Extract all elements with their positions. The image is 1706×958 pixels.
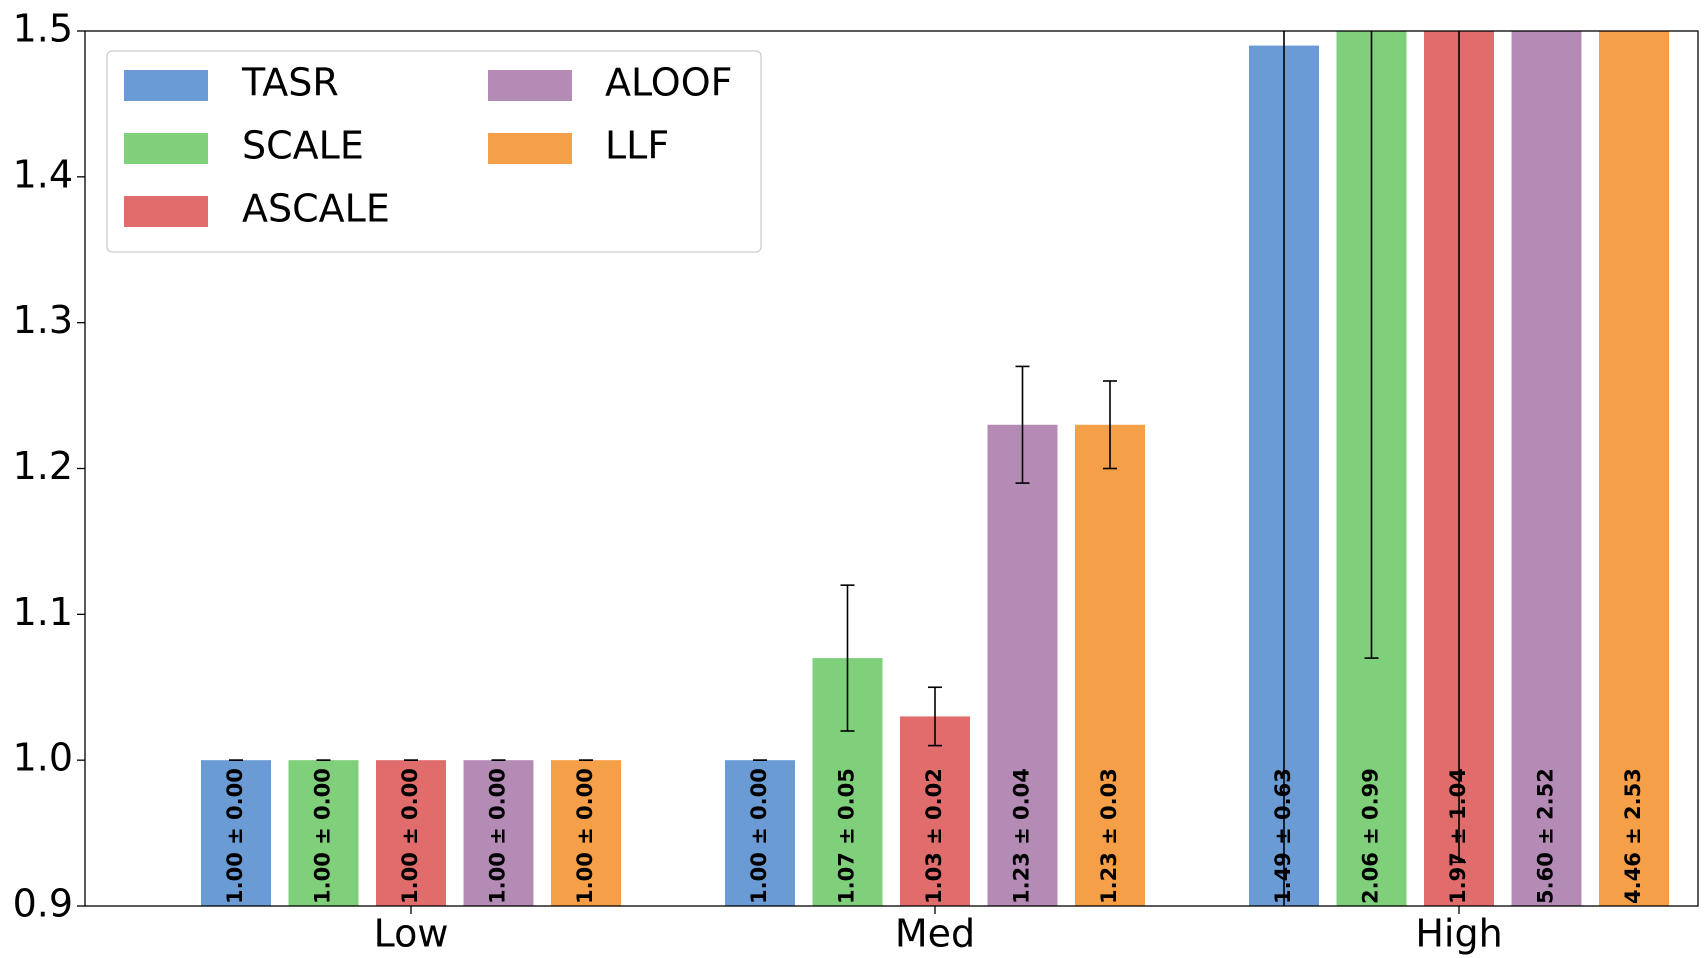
legend-swatch	[124, 196, 208, 227]
value-label: 1.00 ± 0.00	[223, 768, 247, 904]
bar	[551, 760, 621, 906]
value-label: 4.46 ± 2.53	[1621, 768, 1645, 904]
value-label: 1.00 ± 0.00	[311, 768, 335, 904]
x-tick-label: High	[1415, 912, 1502, 956]
legend: TASR SCALE ASCALE ALOOF LLF	[106, 50, 762, 253]
legend-label: SCALE	[242, 124, 364, 168]
value-label: 2.06 ± 0.99	[1359, 768, 1383, 904]
y-tick-label: 1.2	[13, 444, 73, 488]
bar	[201, 760, 271, 906]
legend-label: LLF	[605, 124, 669, 168]
value-label: 1.03 ± 0.02	[922, 768, 946, 904]
legend-label: ALOOF	[605, 61, 733, 105]
bar	[376, 760, 446, 906]
error-bar	[1283, 31, 1285, 906]
plot-area	[201, 31, 1669, 906]
bar	[1599, 31, 1669, 906]
y-tick-label: 1.0	[13, 736, 73, 780]
error-bar	[1364, 31, 1379, 659]
bar	[1075, 424, 1145, 906]
bar	[463, 760, 534, 906]
value-label: 1.97 ± 1.04	[1446, 768, 1470, 904]
y-tick-label: 1.4	[13, 152, 73, 196]
legend-swatch	[124, 70, 208, 101]
bar	[725, 760, 795, 906]
value-label: 1.00 ± 0.00	[573, 768, 597, 904]
y-tick-label: 1.5	[13, 7, 73, 51]
legend-swatch	[488, 133, 572, 164]
y-tick-label: 1.3	[13, 298, 73, 342]
error-bar	[1103, 380, 1117, 470]
value-label: 5.60 ± 2.52	[1534, 768, 1558, 904]
value-label: 1.00 ± 0.00	[486, 768, 510, 904]
value-label: 1.23 ± 0.03	[1097, 768, 1121, 904]
error-bar	[928, 686, 942, 747]
error-bar	[840, 584, 855, 732]
bar	[987, 424, 1058, 906]
bar	[900, 716, 970, 906]
value-label: 1.00 ± 0.00	[747, 768, 771, 904]
legend-label: TASR	[241, 61, 339, 105]
error-bar	[1015, 365, 1030, 484]
y-tick-label: 1.1	[13, 590, 73, 634]
x-tick-label: Low	[374, 912, 449, 956]
y-tick-label: 0.9	[13, 882, 73, 926]
value-label: 1.00 ± 0.00	[398, 768, 422, 904]
bar	[288, 760, 359, 906]
value-label: 1.07 ± 0.05	[835, 768, 859, 904]
x-tick-label: Med	[895, 912, 975, 956]
value-label: 1.23 ± 0.04	[1010, 768, 1034, 904]
legend-label: ASCALE	[242, 187, 390, 231]
legend-box	[106, 50, 762, 253]
error-bar	[1452, 31, 1466, 864]
value-label: 1.49 ± 0.63	[1271, 768, 1295, 904]
legend-swatch	[124, 133, 208, 164]
bar	[1511, 31, 1582, 906]
legend-swatch	[488, 70, 572, 101]
